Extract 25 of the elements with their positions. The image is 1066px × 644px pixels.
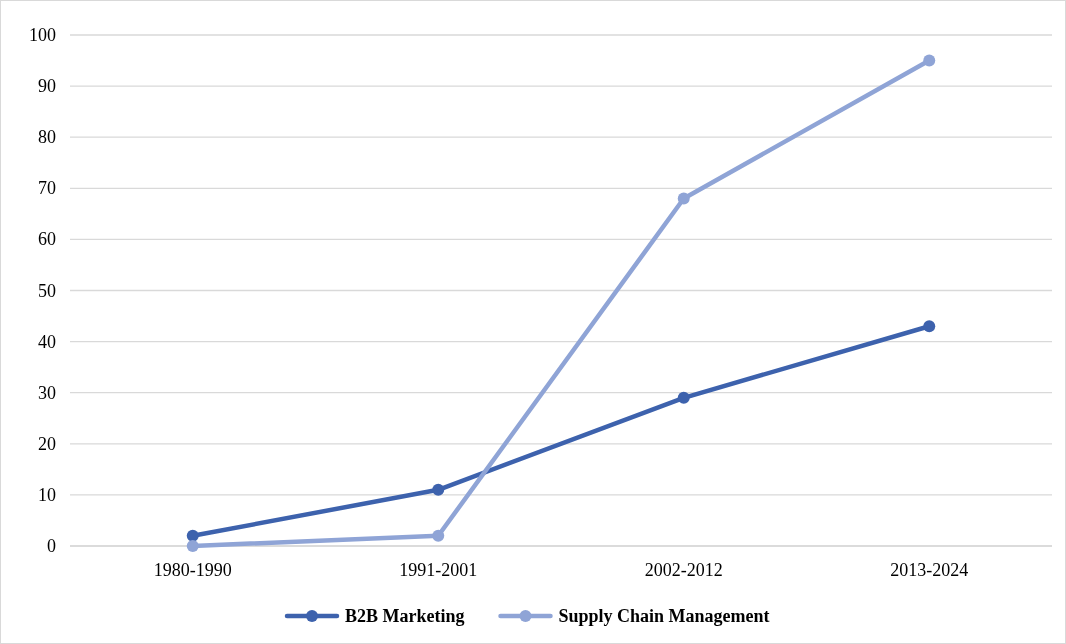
y-tick-label: 90 (38, 76, 56, 97)
x-tick-label: 2013-2024 (890, 560, 969, 580)
point (186, 529, 199, 542)
point (432, 529, 445, 542)
y-tick-label: 80 (38, 127, 56, 148)
x-tick-label: 1991-2001 (399, 560, 478, 580)
point (677, 192, 690, 205)
point (186, 540, 199, 552)
y-tick-label: 70 (38, 178, 56, 199)
x-tick-label: 2002-2012 (644, 560, 723, 580)
point (923, 54, 936, 67)
point (432, 483, 445, 496)
y-tick-label: 40 (38, 331, 56, 352)
y-tick-label: 50 (38, 280, 56, 301)
legend-label: B2B Marketing (345, 606, 465, 626)
y-tick-label: 0 (47, 536, 56, 556)
y-tick-label: 20 (38, 433, 56, 454)
x-tick-label: 1980-1990 (153, 560, 232, 580)
y-tick-label: 10 (38, 484, 56, 505)
y-tick-label: 60 (38, 229, 56, 250)
point (923, 320, 936, 333)
y-tick-label: 100 (29, 25, 56, 45)
y-tick-label: 30 (38, 382, 56, 403)
point (677, 391, 690, 404)
legend-label: Supply Chain Management (558, 606, 770, 626)
